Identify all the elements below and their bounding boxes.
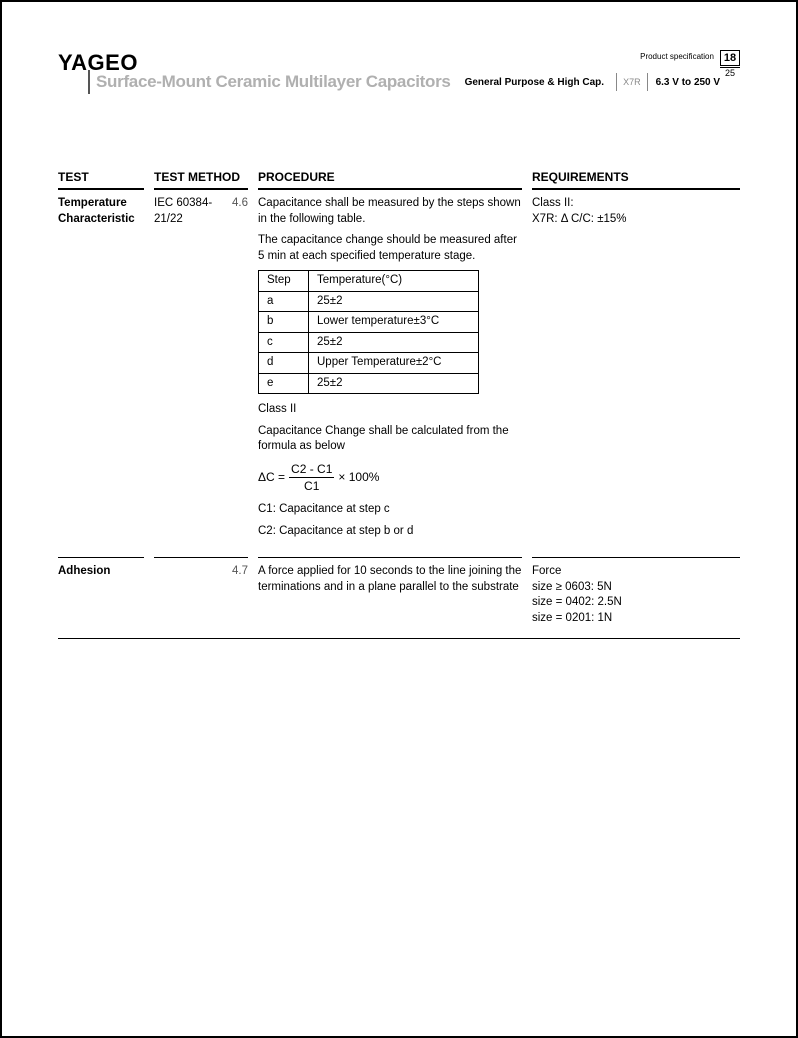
step-cell: a xyxy=(259,291,309,312)
col-head-procedure: PROCEDURE xyxy=(258,170,522,190)
table-bottom-rule xyxy=(58,638,740,639)
method-clause: 4.6 xyxy=(224,196,248,545)
test-method: 4.7 xyxy=(154,557,248,638)
req-line: Force xyxy=(532,564,740,580)
spec-label: Product specification xyxy=(640,52,714,61)
temp-cell: Upper Temperature±2°C xyxy=(309,353,479,374)
test-table: TEST TEST METHOD PROCEDURE REQUIREMENTS … xyxy=(58,170,740,639)
req-line: X7R: Δ C/C: ±15% xyxy=(532,212,740,228)
doc-title: Surface-Mount Ceramic Multilayer Capacit… xyxy=(90,72,465,92)
step-cell: b xyxy=(259,312,309,333)
method-standard: IEC 60384-21/22 xyxy=(154,196,224,545)
formula-note: C2: Capacitance at step b or d xyxy=(258,524,522,540)
step-cell: e xyxy=(259,373,309,394)
doc-dielectric: X7R xyxy=(616,73,648,91)
test-method: IEC 60384-21/22 4.6 xyxy=(154,190,248,557)
temp-cell: Lower temperature±3°C xyxy=(309,312,479,333)
doc-category: General Purpose & High Cap. xyxy=(465,77,616,88)
test-name: Temperature Characteristic xyxy=(58,190,144,557)
temp-cell: 25±2 xyxy=(309,332,479,353)
class-label: Class II xyxy=(258,402,522,418)
col-head-requirements: REQUIREMENTS xyxy=(532,170,740,190)
formula: ΔC = C2 - C1 C1 × 100% xyxy=(258,461,522,494)
title-row: Surface-Mount Ceramic Multilayer Capacit… xyxy=(88,70,740,94)
requirements-cell: Force size ≥ 0603: 5N size = 0402: 2.5N … xyxy=(532,557,740,638)
page-current: 18 xyxy=(720,50,740,66)
req-line: Class II: xyxy=(532,196,740,212)
col-head-test: TEST xyxy=(58,170,144,190)
procedure-text: Capacitance Change shall be calculated f… xyxy=(258,424,522,455)
procedure-text: A force applied for 10 seconds to the li… xyxy=(258,564,522,595)
step-cell: d xyxy=(259,353,309,374)
req-line: size = 0201: 1N xyxy=(532,611,740,627)
procedure-text: Capacitance shall be measured by the ste… xyxy=(258,196,522,227)
step-table: Step Temperature(°C) a25±2 bLower temper… xyxy=(258,270,479,394)
col-head-method: TEST METHOD xyxy=(154,170,248,190)
temp-cell: 25±2 xyxy=(309,291,479,312)
step-head: Step xyxy=(259,271,309,292)
requirements-cell: Class II: X7R: Δ C/C: ±15% xyxy=(532,190,740,557)
method-standard xyxy=(154,564,224,626)
doc-voltage: 6.3 V to 250 V xyxy=(648,77,720,88)
method-clause: 4.7 xyxy=(224,564,248,626)
test-name: Adhesion xyxy=(58,557,144,638)
req-line: size = 0402: 2.5N xyxy=(532,595,740,611)
formula-numerator: C2 - C1 xyxy=(289,461,334,478)
req-line: size ≥ 0603: 5N xyxy=(532,580,740,596)
temp-cell: 25±2 xyxy=(309,373,479,394)
formula-note: C1: Capacitance at step c xyxy=(258,502,522,518)
formula-fraction: C2 - C1 C1 xyxy=(289,461,334,494)
temp-head: Temperature(°C) xyxy=(309,271,479,292)
page-header: YAGEO Product specification 18 25 Surfac… xyxy=(58,50,740,98)
step-cell: c xyxy=(259,332,309,353)
formula-tail: × 100% xyxy=(338,469,379,485)
procedure-text: The capacitance change should be measure… xyxy=(258,233,522,264)
procedure-cell: A force applied for 10 seconds to the li… xyxy=(258,557,522,638)
formula-lhs: ΔC = xyxy=(258,469,285,485)
formula-denominator: C1 xyxy=(289,478,334,494)
procedure-cell: Capacitance shall be measured by the ste… xyxy=(258,190,522,557)
